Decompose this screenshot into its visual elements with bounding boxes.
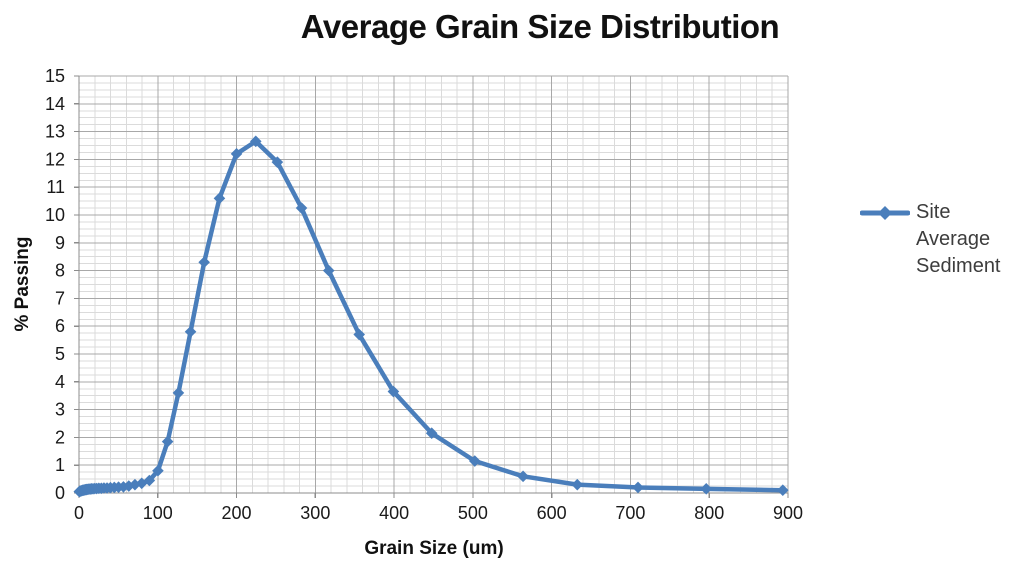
y-tick-label: 9 xyxy=(55,233,65,253)
data-point-marker xyxy=(230,148,243,160)
y-tick-label: 15 xyxy=(45,66,65,86)
x-tick-label: 600 xyxy=(537,503,567,523)
x-tick-label: 800 xyxy=(694,503,724,523)
y-tick-label: 6 xyxy=(55,316,65,336)
y-tick-label: 4 xyxy=(55,372,65,392)
chart-title: Average Grain Size Distribution xyxy=(300,8,780,45)
data-point-marker xyxy=(152,464,164,477)
data-point-marker xyxy=(571,478,584,491)
y-tick-label: 1 xyxy=(55,455,65,475)
data-point-marker xyxy=(135,477,148,490)
y-tick-label: 5 xyxy=(55,344,65,364)
y-axis-title: % Passing xyxy=(12,236,33,332)
data-point-marker xyxy=(387,385,400,398)
data-point-marker xyxy=(198,256,210,269)
legend: Site Average Sediment xyxy=(860,199,1011,280)
data-point-marker xyxy=(700,483,713,495)
x-tick-label: 500 xyxy=(458,503,488,523)
data-point-marker xyxy=(353,328,366,341)
y-tick-label: 13 xyxy=(45,122,65,142)
data-point-marker xyxy=(777,484,789,497)
data-point-marker xyxy=(172,387,185,399)
y-tick-label: 8 xyxy=(55,261,65,281)
y-tick-label: 3 xyxy=(55,400,65,420)
data-point-marker xyxy=(425,427,438,440)
x-tick-label: 300 xyxy=(300,503,330,523)
y-tick-label: 2 xyxy=(55,427,65,447)
x-tick-label: 700 xyxy=(615,503,645,523)
data-point-marker xyxy=(468,455,481,467)
y-tick-label: 10 xyxy=(45,205,65,225)
data-point-marker xyxy=(213,192,226,205)
x-tick-label: 100 xyxy=(143,503,173,523)
x-tick-label: 0 xyxy=(74,503,84,523)
y-tick-label: 7 xyxy=(55,288,65,308)
data-point-marker xyxy=(632,481,644,494)
data-point-marker xyxy=(249,135,262,148)
data-point-marker xyxy=(295,202,308,214)
y-tick-label: 14 xyxy=(45,94,65,114)
y-tick-label: 11 xyxy=(46,177,65,197)
legend-series-marker-icon xyxy=(860,206,910,220)
data-point-marker xyxy=(517,470,529,483)
data-point-marker xyxy=(143,474,156,487)
x-tick-label: 200 xyxy=(222,503,252,523)
data-point-marker xyxy=(184,325,197,338)
data-point-marker xyxy=(122,480,135,492)
x-axis-title: Grain Size (um) xyxy=(364,538,504,559)
data-point-marker xyxy=(129,478,141,491)
data-point-marker xyxy=(161,435,174,448)
y-tick-label: 12 xyxy=(45,149,65,169)
x-tick-label: 400 xyxy=(379,503,409,523)
legend-series-label: Site Average Sediment xyxy=(916,201,1001,277)
y-tick-label: 0 xyxy=(55,483,65,503)
x-tick-label: 900 xyxy=(773,503,803,523)
data-point-marker xyxy=(322,264,335,277)
data-point-marker xyxy=(271,156,284,168)
